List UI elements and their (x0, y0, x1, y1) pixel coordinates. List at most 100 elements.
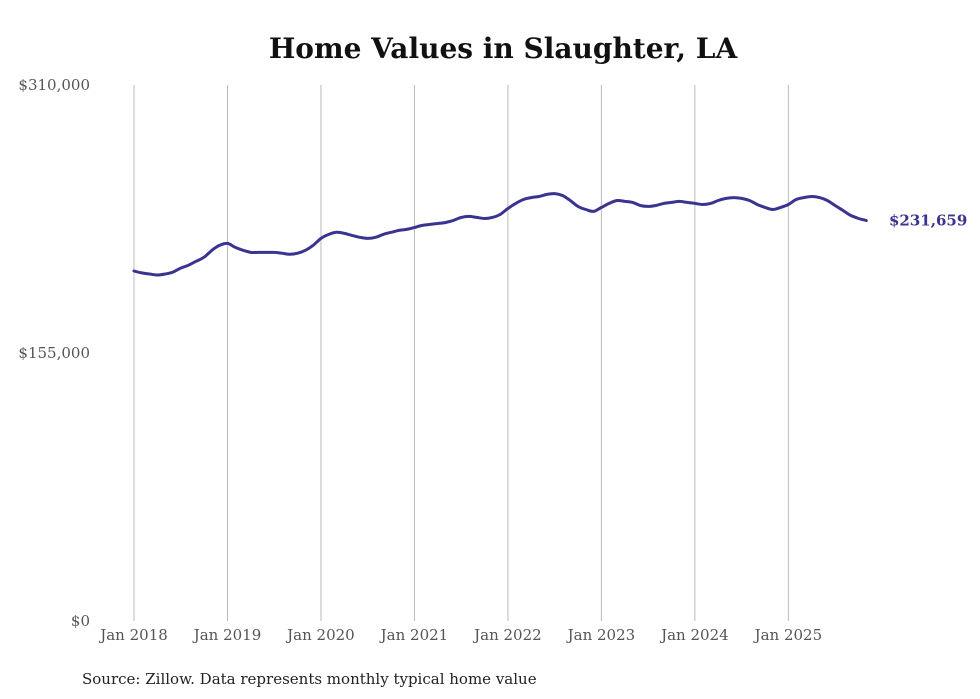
data-point (467, 215, 470, 218)
data-point (678, 200, 681, 203)
data-point (600, 206, 603, 209)
data-point (156, 274, 159, 277)
data-point (569, 199, 572, 202)
data-point (296, 252, 299, 255)
data-point (763, 206, 766, 209)
y-axis: $0 $155,000 $310,000 (18, 76, 90, 630)
data-point (841, 209, 844, 212)
data-point (608, 202, 611, 205)
data-point (171, 271, 174, 274)
data-point (483, 217, 486, 220)
series-line-home-value (132, 192, 868, 277)
data-point (242, 249, 245, 252)
data-point (460, 216, 463, 219)
data-point (148, 272, 151, 275)
data-point (390, 231, 393, 234)
x-tick-label: Jan 2024 (659, 626, 729, 644)
x-tick-label: Jan 2025 (753, 626, 823, 644)
data-point (374, 236, 377, 239)
data-point (849, 214, 852, 217)
end-value-label: $231,659 (889, 212, 967, 230)
data-point (358, 236, 361, 239)
data-point (670, 201, 673, 204)
data-point (693, 202, 696, 205)
data-point (514, 202, 517, 205)
data-point (421, 224, 424, 227)
data-point (382, 233, 385, 236)
data-point (413, 226, 416, 229)
data-point (865, 219, 868, 222)
data-point (717, 199, 720, 202)
data-point (195, 260, 198, 263)
data-point (210, 249, 213, 252)
data-point (615, 199, 618, 202)
data-point (327, 233, 330, 236)
data-point (226, 242, 229, 245)
grid-layer (133, 85, 789, 621)
y-tick-label: $155,000 (18, 344, 90, 362)
data-point (429, 223, 432, 226)
data-point (647, 205, 650, 208)
data-point (312, 244, 315, 247)
data-point (249, 251, 252, 254)
x-tick-label: Jan 2019 (192, 626, 262, 644)
data-point (187, 264, 190, 267)
data-point (140, 271, 143, 274)
data-point (491, 216, 494, 219)
data-point (366, 237, 369, 240)
data-point (522, 198, 525, 201)
data-point (444, 221, 447, 224)
data-point (288, 253, 291, 256)
data-point (802, 196, 805, 199)
data-point (725, 197, 728, 200)
data-point (748, 199, 751, 202)
data-point (273, 251, 276, 254)
data-point (584, 208, 587, 211)
data-point (506, 207, 509, 210)
data-point (686, 201, 689, 204)
data-point (436, 222, 439, 225)
data-point (654, 204, 657, 207)
x-tick-label: Jan 2022 (472, 626, 542, 644)
data-point (351, 234, 354, 237)
data-point (639, 204, 642, 207)
data-point (623, 200, 626, 203)
data-point (631, 201, 634, 204)
x-tick-label: Jan 2021 (379, 626, 449, 644)
data-point (857, 217, 860, 220)
data-point (265, 251, 268, 254)
data-point (592, 210, 595, 213)
data-point (319, 237, 322, 240)
x-tick-label: Jan 2023 (566, 626, 636, 644)
data-point (771, 208, 774, 211)
data-point (779, 206, 782, 209)
data-point (538, 195, 541, 198)
source-note: Source: Zillow. Data represents monthly … (82, 670, 537, 688)
data-point (218, 244, 221, 247)
data-point (701, 203, 704, 206)
x-axis: Jan 2018 Jan 2019 Jan 2020 Jan 2021 Jan 2022… (98, 626, 822, 644)
data-point (834, 204, 837, 207)
data-point (343, 232, 346, 235)
data-point (164, 272, 167, 275)
data-point (452, 219, 455, 222)
data-point (795, 198, 798, 201)
data-point (179, 267, 182, 270)
data-point (405, 228, 408, 231)
data-point (577, 205, 580, 208)
x-tick-label: Jan 2020 (285, 626, 355, 644)
data-point (826, 199, 829, 202)
data-point (475, 216, 478, 219)
data-point (203, 256, 206, 259)
y-tick-label: $0 (71, 612, 90, 630)
data-point (133, 270, 136, 273)
data-point (662, 202, 665, 205)
y-tick-label: $310,000 (18, 76, 90, 94)
data-point (257, 251, 260, 254)
data-point (561, 194, 564, 197)
data-point (787, 203, 790, 206)
data-point (499, 213, 502, 216)
data-point (530, 196, 533, 199)
data-point (756, 203, 759, 206)
data-point (545, 193, 548, 196)
